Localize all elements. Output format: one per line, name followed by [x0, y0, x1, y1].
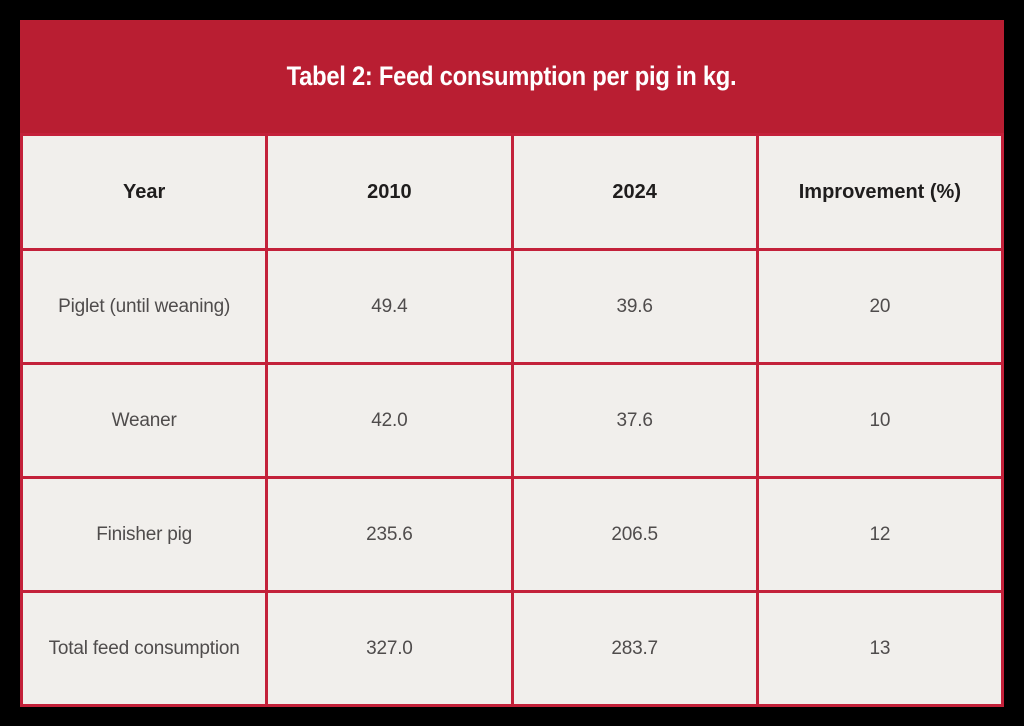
table-title-banner: Tabel 2: Feed consumption per pig in kg.	[20, 20, 1004, 133]
value-2024: 283.7	[510, 590, 759, 707]
column-header-improvement: Improvement (%)	[755, 133, 1005, 251]
row-label: Weaner	[19, 362, 269, 479]
value-improvement: 13	[755, 590, 1005, 707]
table-row-total: Total feed consumption 327.0 283.7 13	[19, 590, 1005, 707]
value-2024: 206.5	[510, 476, 759, 593]
value-2010: 42.0	[265, 362, 514, 479]
header-row: Year 2010 2024 Improvement (%)	[19, 133, 1005, 251]
column-header-2024: 2024	[510, 133, 759, 251]
table-row-finisher-pig: Finisher pig 235.6 206.5 12	[19, 476, 1005, 593]
value-2024: 39.6	[510, 248, 759, 365]
value-2010: 235.6	[265, 476, 514, 593]
value-2010: 327.0	[265, 590, 514, 707]
row-label: Piglet (until weaning)	[19, 248, 269, 365]
figure-content: Tabel 2: Feed consumption per pig in kg.…	[19, 20, 1005, 707]
table-title: Tabel 2: Feed consumption per pig in kg.	[287, 61, 737, 91]
table-header: Year 2010 2024 Improvement (%)	[19, 133, 1005, 251]
value-improvement: 10	[755, 362, 1005, 479]
row-label: Total feed consumption	[19, 590, 269, 707]
table-row-weaner: Weaner 42.0 37.6 10	[19, 362, 1005, 479]
column-header-2010: 2010	[265, 133, 514, 251]
value-improvement: 20	[755, 248, 1005, 365]
value-2024: 37.6	[510, 362, 759, 479]
feed-consumption-table: Year 2010 2024 Improvement (%) Piglet (u…	[19, 133, 1005, 707]
value-2010: 49.4	[265, 248, 514, 365]
row-label: Finisher pig	[19, 476, 269, 593]
value-improvement: 12	[755, 476, 1005, 593]
table-row-piglet: Piglet (until weaning) 49.4 39.6 20	[19, 248, 1005, 365]
table-body: Piglet (until weaning) 49.4 39.6 20 Wean…	[19, 248, 1005, 707]
column-header-year: Year	[19, 133, 269, 251]
